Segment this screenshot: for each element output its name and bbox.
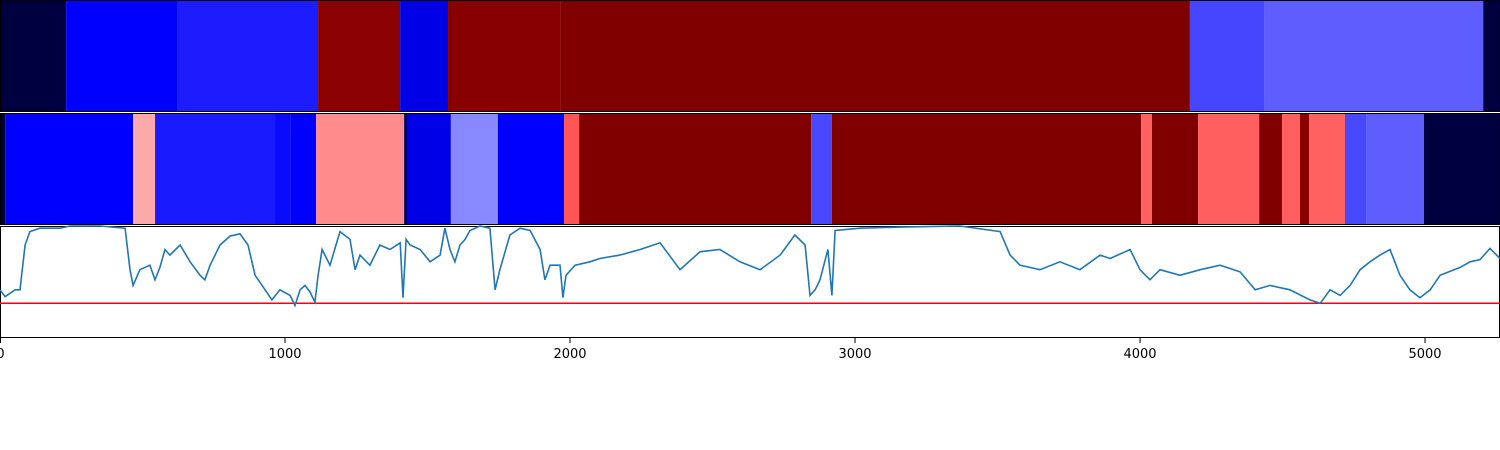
x-tick-label: 4000 — [1123, 347, 1156, 362]
segment — [1198, 113, 1260, 225]
segment — [1299, 113, 1310, 225]
panel-frame — [0, 226, 1500, 338]
segment — [1189, 0, 1265, 112]
segment — [316, 113, 405, 225]
segment — [5, 113, 134, 225]
segment — [1259, 113, 1282, 225]
segment — [831, 113, 1142, 225]
segment — [564, 113, 580, 225]
x-tick-label: 2000 — [553, 347, 586, 362]
segment — [1483, 0, 1500, 112]
segment — [560, 0, 1190, 112]
segment — [290, 113, 317, 225]
segment — [1366, 113, 1424, 225]
segment — [404, 113, 407, 225]
segment — [1152, 113, 1199, 225]
segment — [497, 113, 565, 225]
segment — [1141, 113, 1153, 225]
segment — [133, 113, 156, 225]
x-tick-label: 5000 — [1408, 347, 1441, 362]
segment — [1281, 113, 1300, 225]
segment — [400, 0, 449, 112]
segment — [448, 0, 561, 112]
segment — [176, 0, 319, 112]
x-tick-label: 3000 — [838, 347, 871, 362]
x-tick-label: 0 — [0, 347, 5, 362]
segment — [1309, 113, 1345, 225]
segment — [1344, 113, 1367, 225]
segment — [579, 113, 812, 225]
segment — [66, 0, 177, 112]
segment — [811, 113, 832, 225]
segment — [0, 0, 67, 112]
segment — [1264, 0, 1484, 112]
line — [0, 225, 1500, 308]
x-tick-label: 1000 — [268, 347, 301, 362]
segment — [450, 113, 498, 225]
segment — [318, 0, 401, 112]
segment — [406, 113, 451, 225]
segment — [0, 113, 6, 225]
segment — [1423, 113, 1500, 225]
segment — [155, 113, 276, 225]
segment — [275, 113, 291, 225]
